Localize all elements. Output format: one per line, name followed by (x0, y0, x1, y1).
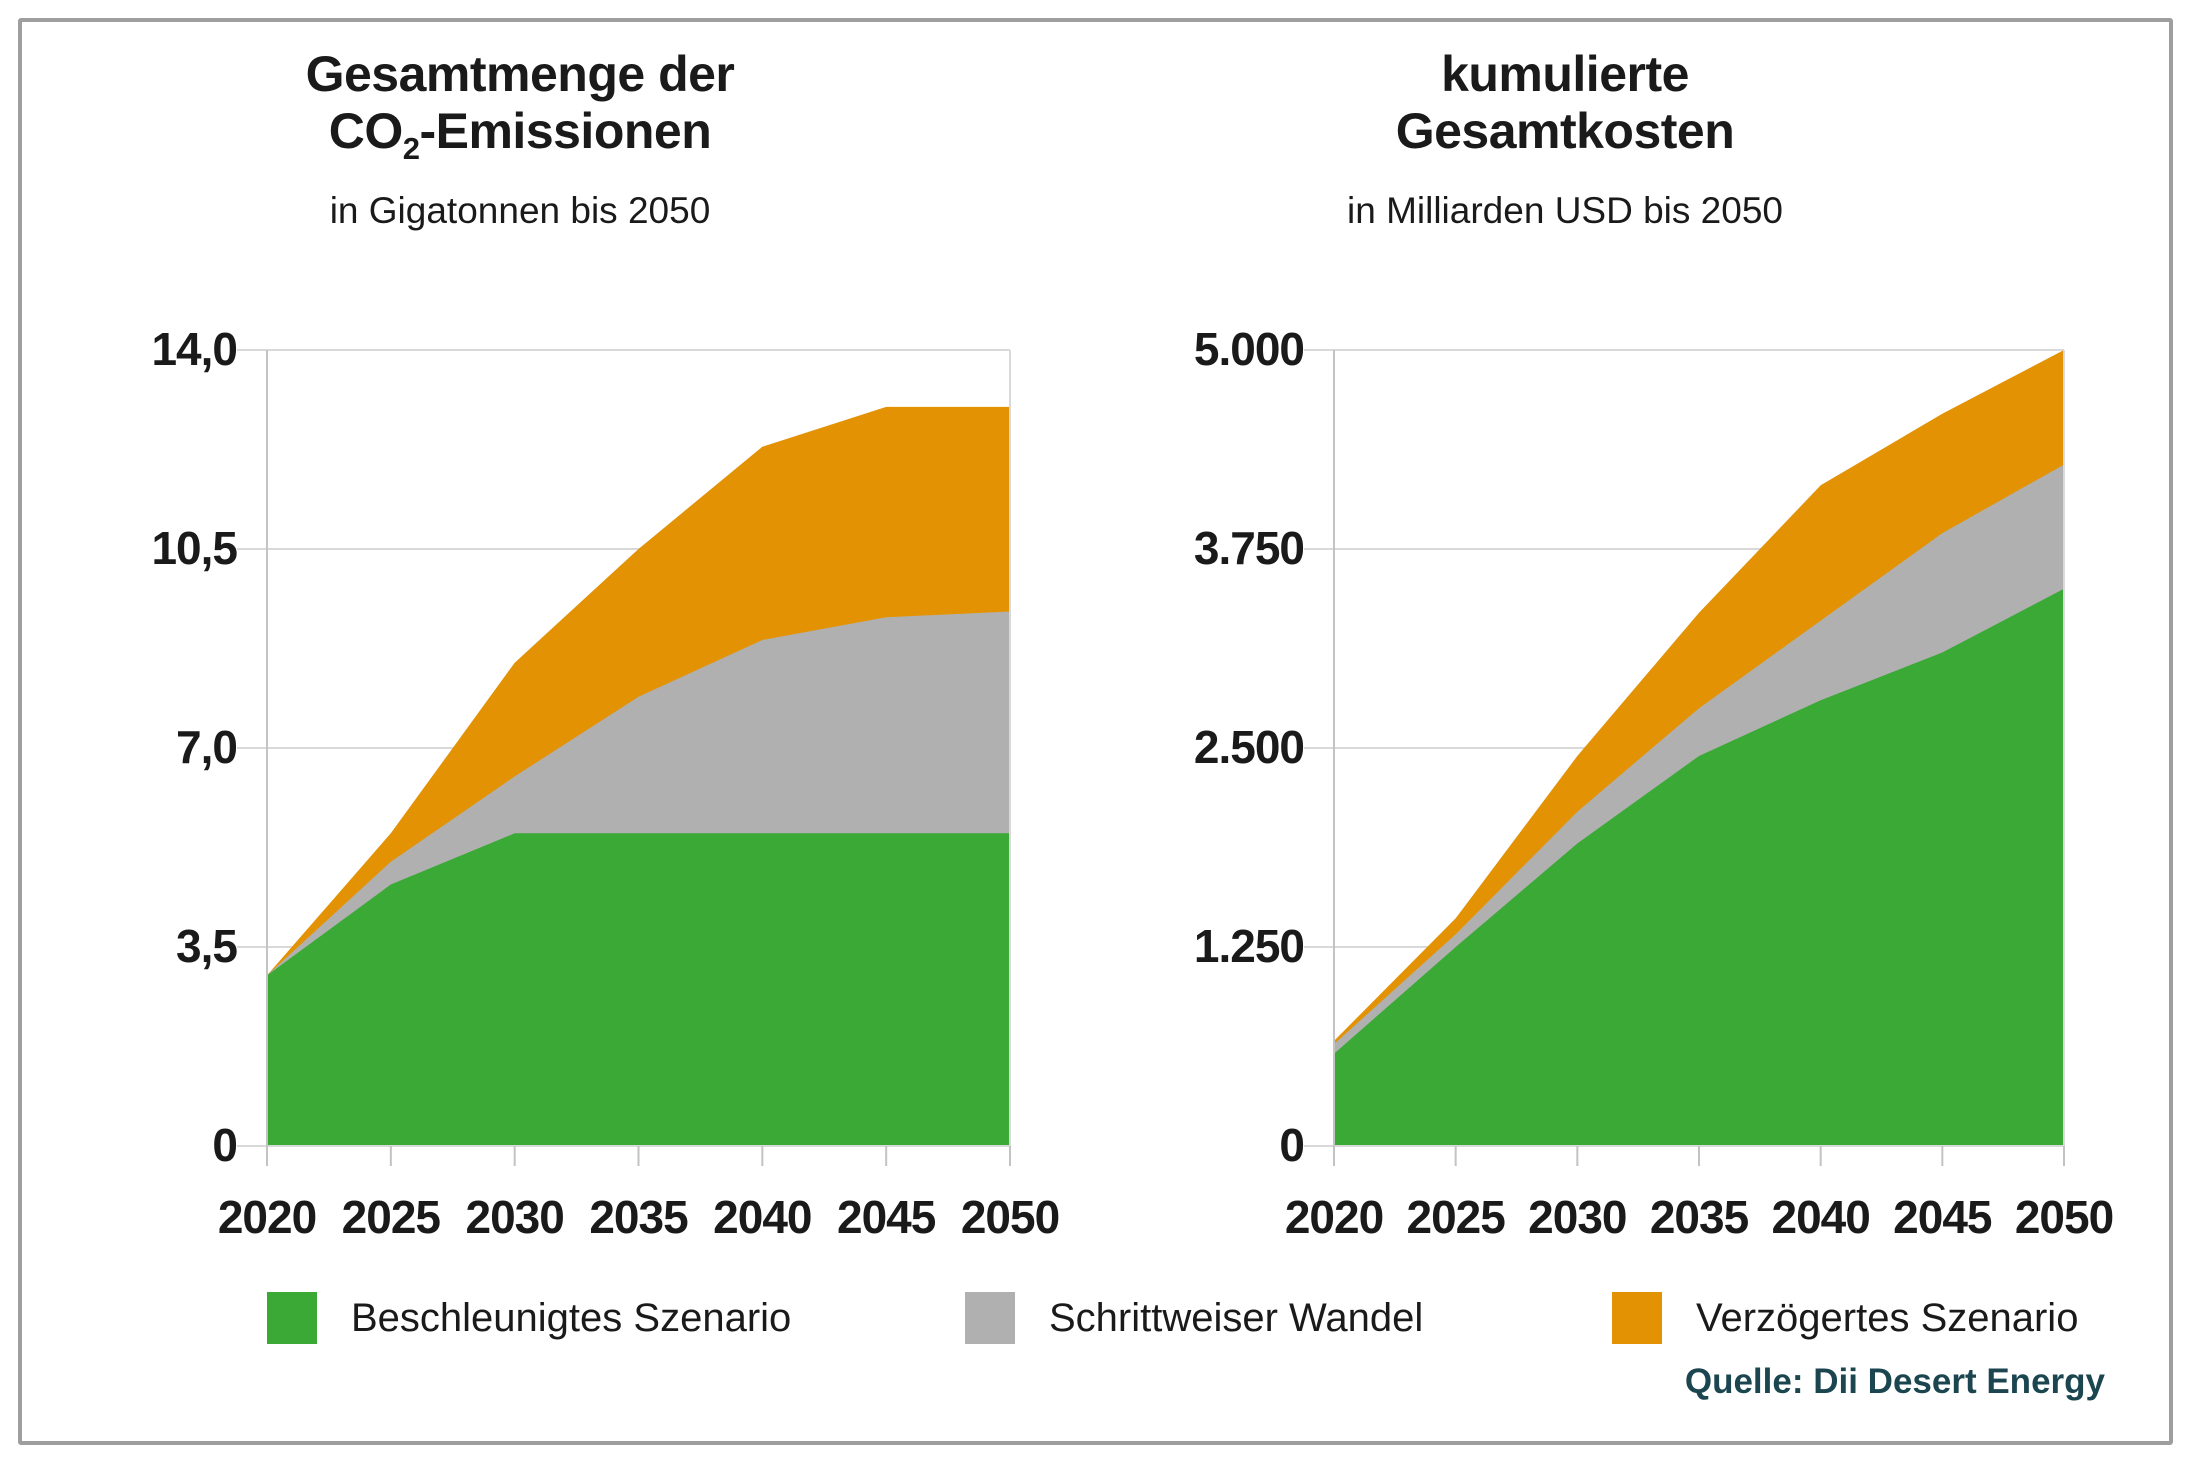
orange-swatch-icon (1612, 1292, 1662, 1344)
costs-x-tick: 2040 (1771, 1191, 1870, 1243)
green-swatch-icon (267, 1292, 317, 1344)
emissions-y-tick: 0 (212, 1118, 238, 1171)
costs-x-tick: 2030 (1528, 1191, 1627, 1243)
emissions-plot-area: 14,0 10,5 7,0 3,5 0 2020 2025 2030 2035 … (151, 323, 1060, 1243)
emissions-y-tick: 3,5 (176, 919, 238, 972)
source-credit: Quelle: Dii Desert Energy (1684, 1362, 2105, 1401)
emissions-title-line2: CO2-Emissionen (328, 103, 712, 166)
emissions-y-tick: 7,0 (176, 720, 238, 773)
costs-x-tick: 2045 (1893, 1191, 1992, 1243)
emissions-chart-title: Gesamtmenge der CO2-Emissionen (120, 46, 920, 166)
costs-y-tick: 1.250 (1193, 919, 1305, 972)
legend-label: Verzögertes Szenario (1696, 1295, 2079, 1340)
legend-label: Schrittweiser Wandel (1049, 1295, 1424, 1340)
costs-chart-subtitle: in Milliarden USD bis 2050 (1347, 190, 1783, 231)
emissions-title-line1: Gesamtmenge der (305, 46, 735, 102)
emissions-x-tick: 2035 (589, 1191, 688, 1243)
emissions-y-tick: 10,5 (151, 521, 238, 574)
costs-plot-area: 5.000 3.750 2.500 1.250 0 2020 2025 2030… (1194, 323, 2114, 1243)
legend-item-accelerated: Beschleunigtes Szenario (267, 1292, 791, 1344)
costs-y-tick: 2.500 (1193, 720, 1305, 773)
emissions-x-tick: 2020 (217, 1191, 317, 1243)
costs-title-line2: Gesamtkosten (1395, 103, 1735, 159)
emissions-x-tick: 2025 (341, 1191, 441, 1243)
emissions-x-tick: 2040 (713, 1191, 812, 1243)
legend-item-gradual: Schrittweiser Wandel (965, 1292, 1423, 1344)
costs-x-tick: 2035 (1649, 1191, 1749, 1243)
costs-y-tick: 3.750 (1193, 521, 1305, 574)
legend-item-delayed: Verzögertes Szenario (1612, 1292, 2078, 1344)
costs-chart-title: kumulierte Gesamtkosten (1165, 46, 1965, 160)
emissions-x-tick: 2050 (960, 1191, 1060, 1243)
emissions-chart-subtitle: in Gigatonnen bis 2050 (329, 190, 711, 231)
costs-x-tick: 2025 (1406, 1191, 1505, 1243)
costs-title-line1: kumulierte (1441, 46, 1689, 102)
costs-y-tick: 5.000 (1193, 322, 1305, 375)
emissions-x-tick: 2045 (836, 1191, 936, 1243)
costs-x-tick: 2020 (1284, 1191, 1384, 1243)
costs-y-tick: 0 (1279, 1118, 1305, 1171)
costs-area-chart (1304, 349, 2065, 1166)
outer-frame (18, 18, 2173, 1445)
emissions-y-tick: 14,0 (151, 322, 238, 375)
emissions-x-tick: 2030 (465, 1191, 564, 1243)
costs-x-tick: 2050 (2014, 1191, 2114, 1243)
gray-swatch-icon (965, 1292, 1015, 1344)
emissions-area-chart (237, 349, 1011, 1166)
legend-label: Beschleunigtes Szenario (351, 1295, 792, 1340)
